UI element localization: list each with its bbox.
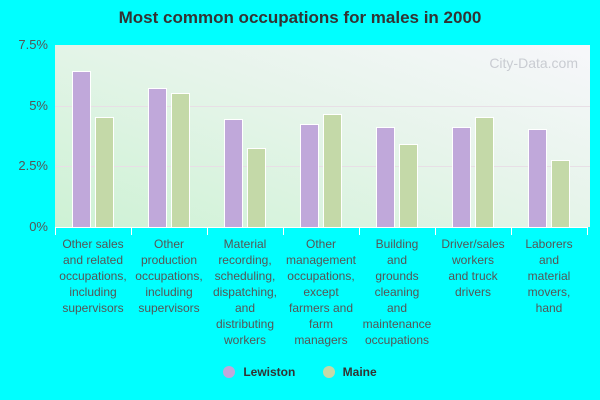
legend-item-maine[interactable]: Maine bbox=[322, 365, 377, 379]
x-category-label: Other production occupations, including … bbox=[135, 237, 203, 315]
bar-maine[interactable] bbox=[95, 116, 114, 227]
x-tick bbox=[587, 227, 588, 235]
bar-maine[interactable] bbox=[323, 114, 342, 227]
x-tick bbox=[359, 227, 360, 235]
bar-lewiston[interactable] bbox=[148, 87, 167, 227]
y-tick-label: 7.5% bbox=[18, 37, 48, 52]
x-tick bbox=[511, 227, 512, 235]
bar-maine[interactable] bbox=[171, 92, 190, 227]
x-tick bbox=[207, 227, 208, 235]
legend-label: Lewiston bbox=[243, 365, 296, 379]
legend: Lewiston Maine bbox=[0, 365, 600, 381]
x-category-label: Building and grounds cleaning and mainte… bbox=[362, 237, 432, 347]
bar-lewiston[interactable] bbox=[452, 126, 471, 227]
y-tick-label: 5% bbox=[29, 97, 48, 113]
x-category-label: Other sales and related occupations, inc… bbox=[59, 237, 127, 315]
legend-swatch-icon bbox=[223, 366, 236, 378]
y-tick-label: 2.5% bbox=[18, 158, 48, 174]
chart-title: Most common occupations for males in 200… bbox=[118, 8, 482, 27]
watermark: City-Data.com bbox=[489, 55, 578, 71]
x-axis bbox=[55, 227, 588, 228]
bar-lewiston[interactable] bbox=[376, 126, 395, 227]
y-tick-label: 0% bbox=[29, 219, 48, 234]
x-tick bbox=[435, 227, 436, 235]
legend-label: Maine bbox=[342, 365, 377, 379]
x-tick bbox=[131, 227, 132, 235]
x-category-label: Other management occupations, except far… bbox=[285, 237, 357, 347]
plot-area: City-Data.com bbox=[55, 45, 590, 227]
legend-swatch-icon bbox=[322, 366, 335, 378]
bar-maine[interactable] bbox=[475, 116, 494, 227]
x-tick bbox=[283, 227, 284, 235]
gridline bbox=[55, 166, 590, 168]
bar-lewiston[interactable] bbox=[224, 119, 243, 227]
x-category-label: Material recording, scheduling, dispatch… bbox=[212, 237, 278, 347]
x-category-label: Laborers and material movers, hand bbox=[525, 237, 573, 315]
legend-item-lewiston[interactable]: Lewiston bbox=[223, 365, 295, 379]
bar-maine[interactable] bbox=[551, 160, 570, 227]
x-tick bbox=[55, 227, 56, 235]
x-category-label: Driver/sales workers and truck drivers bbox=[441, 237, 505, 299]
bar-lewiston[interactable] bbox=[72, 70, 91, 227]
bar-maine[interactable] bbox=[247, 148, 266, 227]
bar-lewiston[interactable] bbox=[528, 128, 547, 227]
gridline bbox=[55, 105, 590, 107]
bar-maine[interactable] bbox=[399, 143, 418, 227]
bar-lewiston[interactable] bbox=[300, 124, 319, 227]
